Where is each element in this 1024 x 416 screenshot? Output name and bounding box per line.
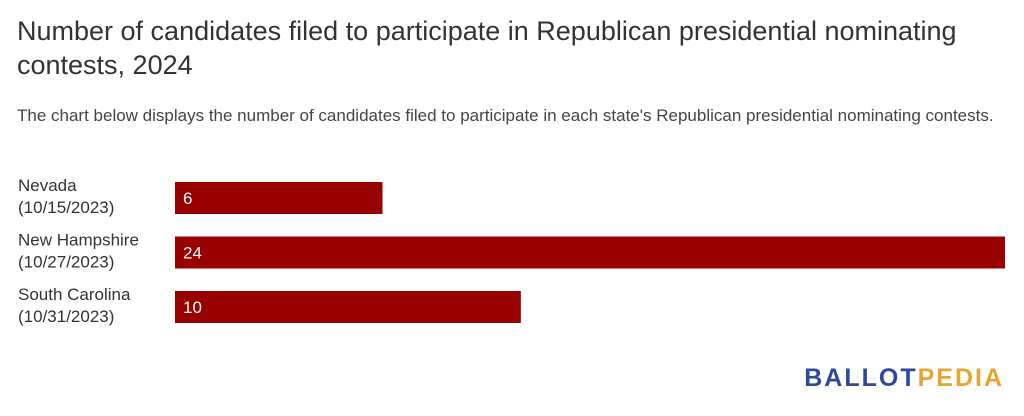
category-label: New Hampshire (10/27/2023)	[18, 231, 139, 272]
logo-text-ballot: BALLOT	[804, 364, 918, 392]
chart-title: Number of candidates filed to participat…	[17, 16, 957, 80]
bar-value-label: 6	[183, 189, 192, 208]
ballotpedia-logo[interactable]: BALLOTPEDIA	[804, 363, 1004, 393]
bar	[175, 291, 521, 323]
bar	[175, 182, 383, 214]
category-label: Nevada (10/15/2023)	[18, 176, 114, 217]
category-label: South Carolina (10/31/2023)	[18, 285, 131, 326]
chart-subtitle: The chart below displays the number of c…	[17, 106, 994, 125]
bar-value-label: 24	[183, 244, 202, 263]
bar	[175, 236, 1005, 269]
bar-value-label: 10	[183, 298, 202, 317]
logo-text-pedia: PEDIA	[917, 364, 1004, 392]
